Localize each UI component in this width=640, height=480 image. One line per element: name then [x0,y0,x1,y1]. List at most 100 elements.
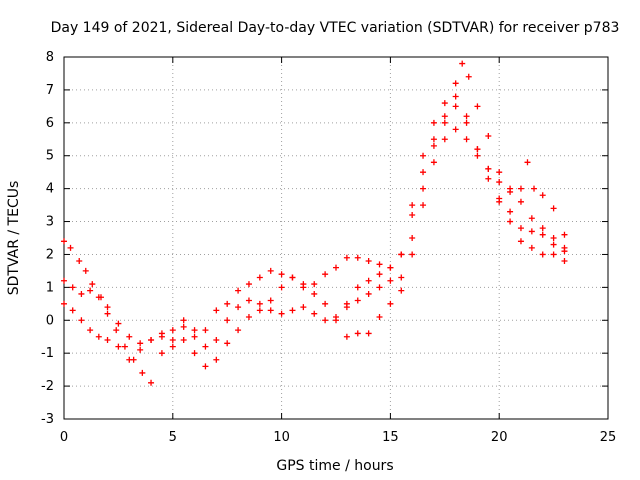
data-point [213,337,220,344]
data-point [224,317,231,324]
data-point [289,307,296,314]
data-point [89,281,96,288]
data-point [278,271,285,278]
data-point [169,327,176,334]
data-point [267,297,274,304]
data-point [561,258,568,265]
data-point [539,192,546,199]
data-point [158,330,165,337]
data-point [441,113,448,120]
data-point [550,235,557,241]
data-point [180,317,187,324]
data-point [256,307,263,314]
data-point [528,228,535,235]
data-point [465,73,472,80]
data-point [113,327,120,334]
data-point [95,294,102,301]
data-point [115,343,122,350]
data-point [441,136,448,143]
data-point [180,337,187,344]
chart-title: Day 149 of 2021, Sidereal Day-to-day VTE… [51,20,620,36]
data-point [496,198,503,205]
data-point [420,152,427,159]
data-point [256,300,263,307]
data-point [235,327,242,334]
data-point [430,159,437,166]
data-point [137,346,144,353]
data-point [202,343,209,350]
grid-lines [64,57,608,419]
data-point [430,136,437,143]
data-point [420,202,427,209]
data-point [507,208,514,215]
data-point [459,60,466,67]
data-point [550,241,557,248]
data-point [387,264,394,271]
data-point [191,350,198,357]
data-point [104,304,111,311]
data-point [121,343,128,350]
data-point [387,300,394,307]
data-point [463,113,470,120]
data-point [463,119,470,126]
data-point [87,327,94,334]
data-point [87,287,94,294]
data-point [61,277,67,284]
y-tick-label: -3 [41,412,54,427]
data-point [539,231,546,238]
data-point [278,284,285,291]
data-point [387,277,394,284]
data-point [245,297,252,304]
x-tick-label: 20 [491,430,508,445]
y-tick-label: 0 [46,313,54,328]
x-tick-label: 0 [60,430,68,445]
data-point [496,169,503,176]
data-point [485,132,492,139]
data-point [420,185,427,192]
x-tick-label: 15 [382,430,399,445]
data-point [496,179,503,186]
data-point [452,126,459,133]
data-point [235,304,242,311]
data-point [561,231,568,238]
data-point [158,350,165,357]
data-point [191,327,198,334]
data-point [550,251,557,258]
data-point [398,287,405,294]
data-point [300,304,307,311]
data-point [213,307,220,314]
data-point [376,261,383,268]
data-point [245,313,252,320]
data-point [365,330,372,337]
y-tick-label: 4 [46,182,54,197]
data-point [507,218,514,225]
data-point [376,284,383,291]
data-point [78,317,85,324]
data-point [365,277,372,284]
y-axis-label: SDTVAR / TECUs [6,181,22,296]
data-point [76,258,83,265]
data-point [180,323,187,330]
series-satellite-track-1 [61,60,568,386]
data-point [528,244,535,251]
data-point [409,251,416,258]
data-point [452,80,459,87]
y-tick-label: 5 [46,149,54,164]
data-point [561,248,568,255]
data-point [104,337,111,344]
data-point [139,369,146,376]
data-point [354,284,361,291]
data-point [517,185,524,192]
data-point [485,165,492,172]
data-point [517,238,524,245]
data-point [67,244,74,251]
y-tick-label: -2 [41,379,54,394]
x-tick-label: 25 [600,430,617,445]
data-point [61,238,67,245]
data-point [311,281,318,288]
data-point [69,307,76,314]
data-point [289,274,296,281]
data-point [322,317,329,324]
x-axis-ticks: 0 5 10 15 20 25 [60,57,616,445]
